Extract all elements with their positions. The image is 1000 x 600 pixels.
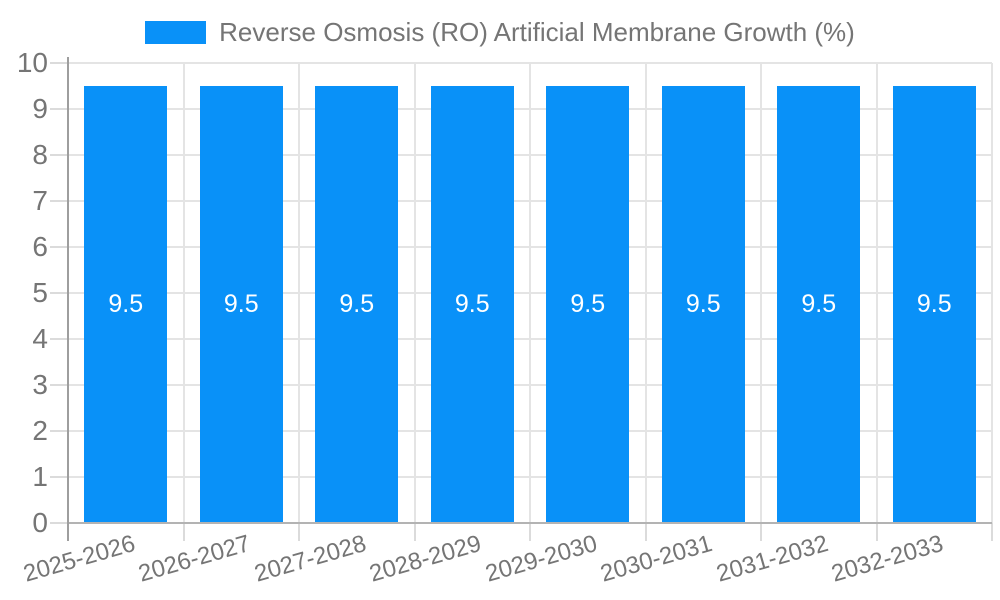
y-axis-tick — [50, 154, 68, 156]
y-axis-tick — [50, 108, 68, 110]
y-axis-label: 10 — [16, 47, 48, 78]
legend-label: Reverse Osmosis (RO) Artificial Membrane… — [219, 16, 855, 47]
bar-value-label: 9.5 — [801, 290, 837, 318]
x-axis-label: 2028-2029 — [366, 530, 485, 588]
x-axis-tick — [182, 523, 185, 541]
bar-value-label: 9.5 — [454, 290, 490, 318]
y-axis-tick — [50, 338, 68, 340]
bar-value-label: 9.5 — [108, 290, 144, 318]
y-axis-label: 0 — [32, 507, 48, 538]
bar[interactable]: 9.5 — [315, 86, 399, 523]
y-axis-label: 8 — [32, 139, 48, 170]
y-axis-tick — [50, 384, 68, 386]
x-axis-tick — [298, 523, 300, 541]
x-axis-label: 2027-2028 — [251, 530, 370, 588]
legend-swatch — [145, 20, 207, 44]
gridline-vertical — [298, 63, 300, 523]
x-axis-label: 2032-2033 — [828, 530, 947, 588]
legend: Reverse Osmosis (RO) Artificial Membrane… — [0, 16, 1000, 47]
y-axis-tick — [50, 200, 68, 202]
x-axis-label: 2029-2030 — [482, 530, 601, 588]
bar-value-label: 9.5 — [685, 290, 721, 318]
y-axis-tick — [50, 430, 68, 432]
y-axis-tick — [50, 246, 68, 248]
y-axis-tick — [50, 476, 68, 478]
bar[interactable]: 9.5 — [84, 86, 168, 523]
bar-value-label: 9.5 — [570, 290, 606, 318]
x-axis-label: 2030-2031 — [597, 530, 716, 588]
bar-value-label: 9.5 — [223, 290, 259, 318]
bar[interactable]: 9.5 — [430, 86, 514, 523]
bar-value-label: 9.5 — [916, 290, 952, 318]
x-axis-label: 2026-2027 — [135, 530, 254, 588]
y-axis-tick — [50, 62, 68, 64]
x-axis-label: 2031-2032 — [713, 530, 832, 588]
gridline-vertical — [182, 63, 185, 523]
x-axis-tick — [644, 523, 647, 541]
bar-value-label: 9.5 — [339, 290, 375, 318]
y-axis-label: 2 — [32, 415, 48, 446]
x-axis-tick — [413, 523, 416, 541]
bar[interactable]: 9.5 — [199, 86, 283, 523]
y-axis-label: 1 — [32, 461, 48, 492]
gridline-vertical — [644, 63, 647, 523]
y-axis-label: 6 — [32, 231, 48, 262]
x-axis-tick — [991, 523, 993, 541]
gridline-vertical — [991, 63, 993, 523]
y-axis-label: 3 — [32, 369, 48, 400]
plot-area: 9.5 9.5 9.5 9.5 9.5 9.5 9.5 9.5 — [68, 62, 993, 524]
x-axis-tick — [875, 523, 878, 541]
y-axis-label: 9 — [32, 93, 48, 124]
y-axis-label: 4 — [32, 323, 48, 354]
y-axis-label: 7 — [32, 185, 48, 216]
bar[interactable]: 9.5 — [777, 86, 861, 523]
gridline-vertical — [413, 63, 416, 523]
x-axis-tick — [529, 523, 531, 541]
bar[interactable]: 9.5 — [892, 86, 976, 523]
x-axis-line — [68, 522, 992, 524]
x-axis-tick — [760, 523, 762, 541]
y-axis-line — [67, 57, 69, 541]
gridline-vertical — [760, 63, 762, 523]
bar[interactable]: 9.5 — [661, 86, 745, 523]
y-axis-label: 5 — [32, 277, 48, 308]
gridline-vertical — [529, 63, 531, 523]
bar[interactable]: 9.5 — [546, 86, 630, 523]
gridline-vertical — [875, 63, 878, 523]
y-axis-tick — [50, 292, 68, 294]
y-axis-tick — [50, 522, 68, 524]
